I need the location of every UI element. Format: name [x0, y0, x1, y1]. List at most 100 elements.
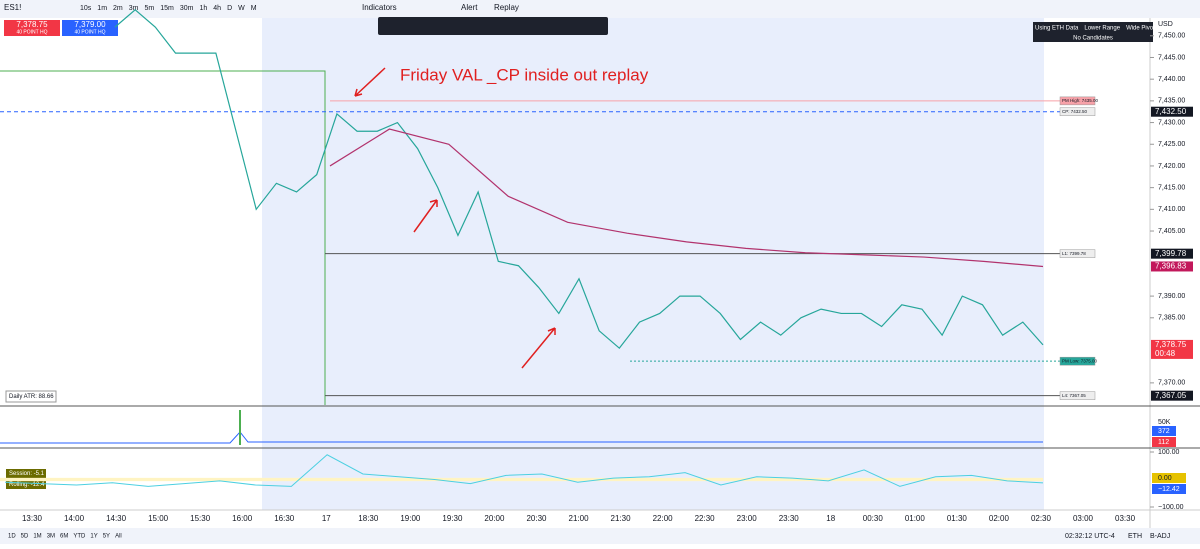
- price-tag: [1151, 261, 1193, 272]
- atr-box: [5, 390, 57, 403]
- timeframe[interactable]: M: [251, 5, 257, 12]
- symbol[interactable]: ES1!: [4, 3, 21, 12]
- y-tick-label: 7,425.00: [1158, 141, 1185, 148]
- x-tick-label: 15:30: [190, 514, 211, 523]
- volume-sell-tag: [1152, 437, 1176, 447]
- zero-tag: 0.00: [1158, 475, 1172, 482]
- timeframe[interactable]: 5m: [145, 5, 155, 12]
- x-tick-label: 03:00: [1073, 514, 1094, 523]
- level-label: PM High: 7435.00: [1062, 98, 1099, 103]
- range-button[interactable]: 5Y: [103, 534, 110, 540]
- range-button[interactable]: 1Y: [90, 534, 97, 540]
- status-table: [1033, 22, 1153, 42]
- level-label: PM Low: 7375.00: [1062, 358, 1098, 363]
- bid-box[interactable]: [4, 20, 60, 36]
- x-tick-label: 17: [322, 514, 331, 523]
- price-tag-label: 7,396.83: [1155, 262, 1187, 271]
- x-tick-label: 19:30: [442, 514, 463, 523]
- volume-buy: 372: [1158, 428, 1170, 435]
- level-label-bg: [1059, 249, 1096, 258]
- y-tick-label: 7,390.00: [1158, 293, 1185, 300]
- level-label-bg: [1059, 96, 1096, 106]
- timeframe[interactable]: D: [227, 5, 232, 12]
- x-tick-label: 18: [826, 514, 835, 523]
- y-tick-label: 7,440.00: [1158, 76, 1185, 83]
- timeframe[interactable]: 2m: [113, 5, 123, 12]
- x-tick-label: 23:00: [737, 514, 758, 523]
- price-line: [114, 8, 1044, 350]
- timeframe[interactable]: 15m: [160, 5, 174, 12]
- y-tick-label: −100.00: [1158, 504, 1184, 511]
- x-tick-label: 22:00: [653, 514, 674, 523]
- x-tick-label: 14:00: [64, 514, 85, 523]
- zero-band: [0, 477, 1043, 482]
- price-tag-label: 7,432.50: [1155, 107, 1187, 116]
- volume-sell: 112: [1158, 439, 1169, 446]
- adjustment[interactable]: B-ADJ: [1150, 533, 1170, 540]
- price-tag: [1151, 248, 1193, 259]
- y-tick-label: 7,420.00: [1158, 163, 1185, 170]
- level-label: L4: 7367.05: [1062, 393, 1086, 398]
- timeframe[interactable]: 1m: [97, 5, 107, 12]
- rolling-value: Rolling: -12.4: [9, 482, 45, 488]
- price-tag-label: 7,378.75: [1155, 340, 1187, 349]
- x-tick-label: 01:30: [947, 514, 968, 523]
- x-tick-label: 19:00: [400, 514, 421, 523]
- alert-button[interactable]: Alert: [461, 3, 478, 12]
- x-tick-label: 16:30: [274, 514, 295, 523]
- x-tick-label: 20:00: [484, 514, 505, 523]
- timeframe[interactable]: 30m: [180, 5, 194, 12]
- range-button[interactable]: YTD: [73, 534, 86, 540]
- range-button[interactable]: All: [115, 534, 122, 540]
- last-tag: −12.42: [1158, 486, 1180, 493]
- session-value: Session: -5.1: [9, 471, 45, 477]
- countdown: 00:48: [1155, 349, 1176, 358]
- x-tick-label: 20:30: [526, 514, 547, 523]
- timeframe[interactable]: W: [238, 5, 245, 12]
- x-tick-label: 21:30: [611, 514, 632, 523]
- vwap-line: [329, 128, 1044, 268]
- level-label-bg: [1059, 356, 1096, 366]
- x-tick-label: 15:00: [148, 514, 169, 523]
- status-cell: Lower Range: [1084, 26, 1120, 32]
- currency: USD: [1158, 21, 1173, 28]
- range-button[interactable]: 1M: [33, 534, 41, 540]
- toolbar-bg: [0, 0, 1200, 18]
- volume-scale: 50K: [1158, 419, 1171, 426]
- y-tick-label: 7,445.00: [1158, 54, 1185, 61]
- x-tick-label: 02:00: [989, 514, 1010, 523]
- timeframe[interactable]: 1h: [199, 5, 207, 12]
- drawing-toolbar[interactable]: [378, 17, 608, 35]
- x-tick-label: 02:30: [1031, 514, 1052, 523]
- bid-label: 40 POINT HQ: [16, 29, 47, 35]
- x-tick-label: 01:00: [905, 514, 926, 523]
- x-tick-label: 00:30: [863, 514, 884, 523]
- session[interactable]: ETH: [1128, 533, 1142, 540]
- replay-button[interactable]: Replay: [494, 3, 519, 12]
- level-label: L1: 7399.78: [1062, 251, 1086, 256]
- indicators-button[interactable]: Indicators: [362, 3, 397, 12]
- x-tick-label: 14:30: [106, 514, 127, 523]
- timeframe[interactable]: 10s: [80, 5, 92, 12]
- timeframe[interactable]: 4h: [213, 5, 221, 12]
- price-tag: [1151, 106, 1193, 117]
- rolling-box: [6, 480, 46, 489]
- oscillator-line: [4, 454, 1044, 487]
- range-button[interactable]: 1D: [8, 534, 16, 540]
- annotation: Friday VAL _CP inside out replay: [400, 65, 649, 84]
- price-tag: [1151, 390, 1193, 401]
- range-button[interactable]: 3M: [47, 534, 55, 540]
- x-tick-label: 18:30: [358, 514, 379, 523]
- x-tick-label: 23:30: [779, 514, 800, 523]
- y-tick-label: 7,415.00: [1158, 184, 1185, 191]
- x-tick-label: 13:30: [22, 514, 43, 523]
- volume-buy-tag: [1152, 426, 1176, 436]
- zero-tag-bg: [1152, 473, 1186, 483]
- range-button[interactable]: 6M: [60, 534, 68, 540]
- x-tick-label: 16:00: [232, 514, 253, 523]
- ask-box[interactable]: [62, 20, 118, 36]
- y-tick-label: 100.00: [1158, 449, 1180, 456]
- timeframe[interactable]: 3m: [129, 5, 139, 12]
- range-button[interactable]: 5D: [21, 534, 29, 540]
